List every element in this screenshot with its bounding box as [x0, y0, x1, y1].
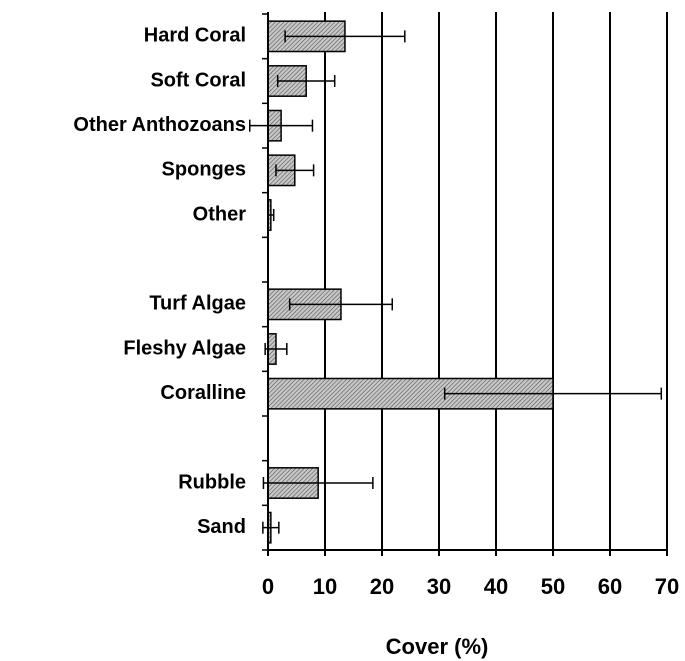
y-tick-label: Fleshy Algae — [123, 337, 246, 359]
x-tick-label: 10 — [313, 574, 337, 599]
x-tick-label: 30 — [427, 574, 451, 599]
y-tick-label: Soft Coral — [150, 69, 246, 91]
y-tick-label: Turf Algae — [149, 293, 246, 315]
x-tick-label: 60 — [598, 574, 622, 599]
y-tick-label: Coralline — [160, 382, 246, 404]
y-tick-label: Sand — [197, 516, 246, 538]
y-tick-label: Other Anthozoans — [73, 114, 246, 136]
y-tick-label: Other — [193, 203, 247, 225]
y-tick-label: Rubble — [178, 471, 246, 493]
x-axis-label: Cover (%) — [386, 634, 489, 659]
x-tick-label: 50 — [541, 574, 565, 599]
x-tick-label: 40 — [484, 574, 508, 599]
x-tick-label: 20 — [370, 574, 394, 599]
x-tick-label: 70 — [655, 574, 679, 599]
x-tick-label: 0 — [262, 574, 274, 599]
y-tick-label: Sponges — [162, 159, 246, 181]
y-tick-label: Hard Coral — [144, 25, 246, 47]
